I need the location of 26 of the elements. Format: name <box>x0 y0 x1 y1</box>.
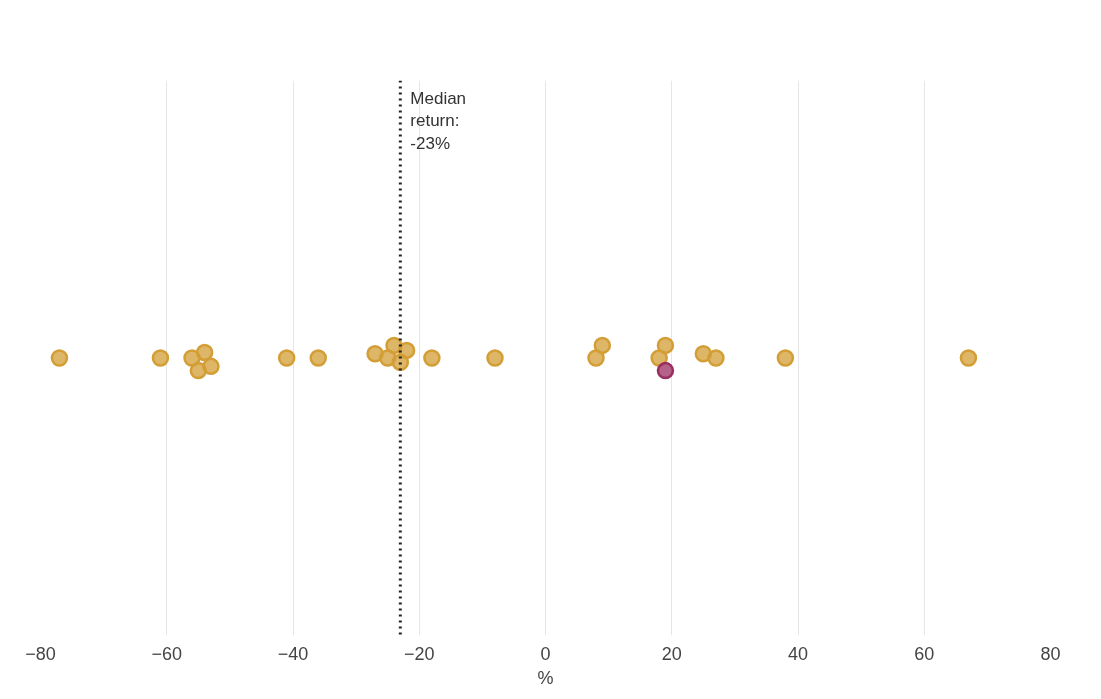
x-tick-label: 20 <box>661 643 682 664</box>
point <box>423 349 441 367</box>
point <box>309 349 327 367</box>
x-tick-label: 80 <box>1040 643 1061 664</box>
point <box>277 349 296 367</box>
point <box>707 349 725 367</box>
x-tick-label: −80 <box>25 643 56 664</box>
x-axis-title: % <box>537 667 554 688</box>
x-tick-label: −40 <box>277 643 309 664</box>
point <box>195 343 214 362</box>
x-tick-label: 0 <box>540 643 551 664</box>
point <box>656 336 675 355</box>
point <box>397 341 416 360</box>
point <box>593 336 612 355</box>
point <box>776 349 795 367</box>
x-tick-label: −20 <box>403 643 435 664</box>
point <box>202 357 220 376</box>
point <box>959 349 978 367</box>
x-tick-label: −60 <box>151 643 183 664</box>
x-tick-label: 40 <box>787 643 809 664</box>
point <box>151 349 170 367</box>
point <box>656 361 675 380</box>
point <box>486 349 504 367</box>
point <box>50 349 69 367</box>
x-tick-label: 60 <box>914 643 935 664</box>
ref-line-label: Median return: -23% <box>410 88 467 154</box>
